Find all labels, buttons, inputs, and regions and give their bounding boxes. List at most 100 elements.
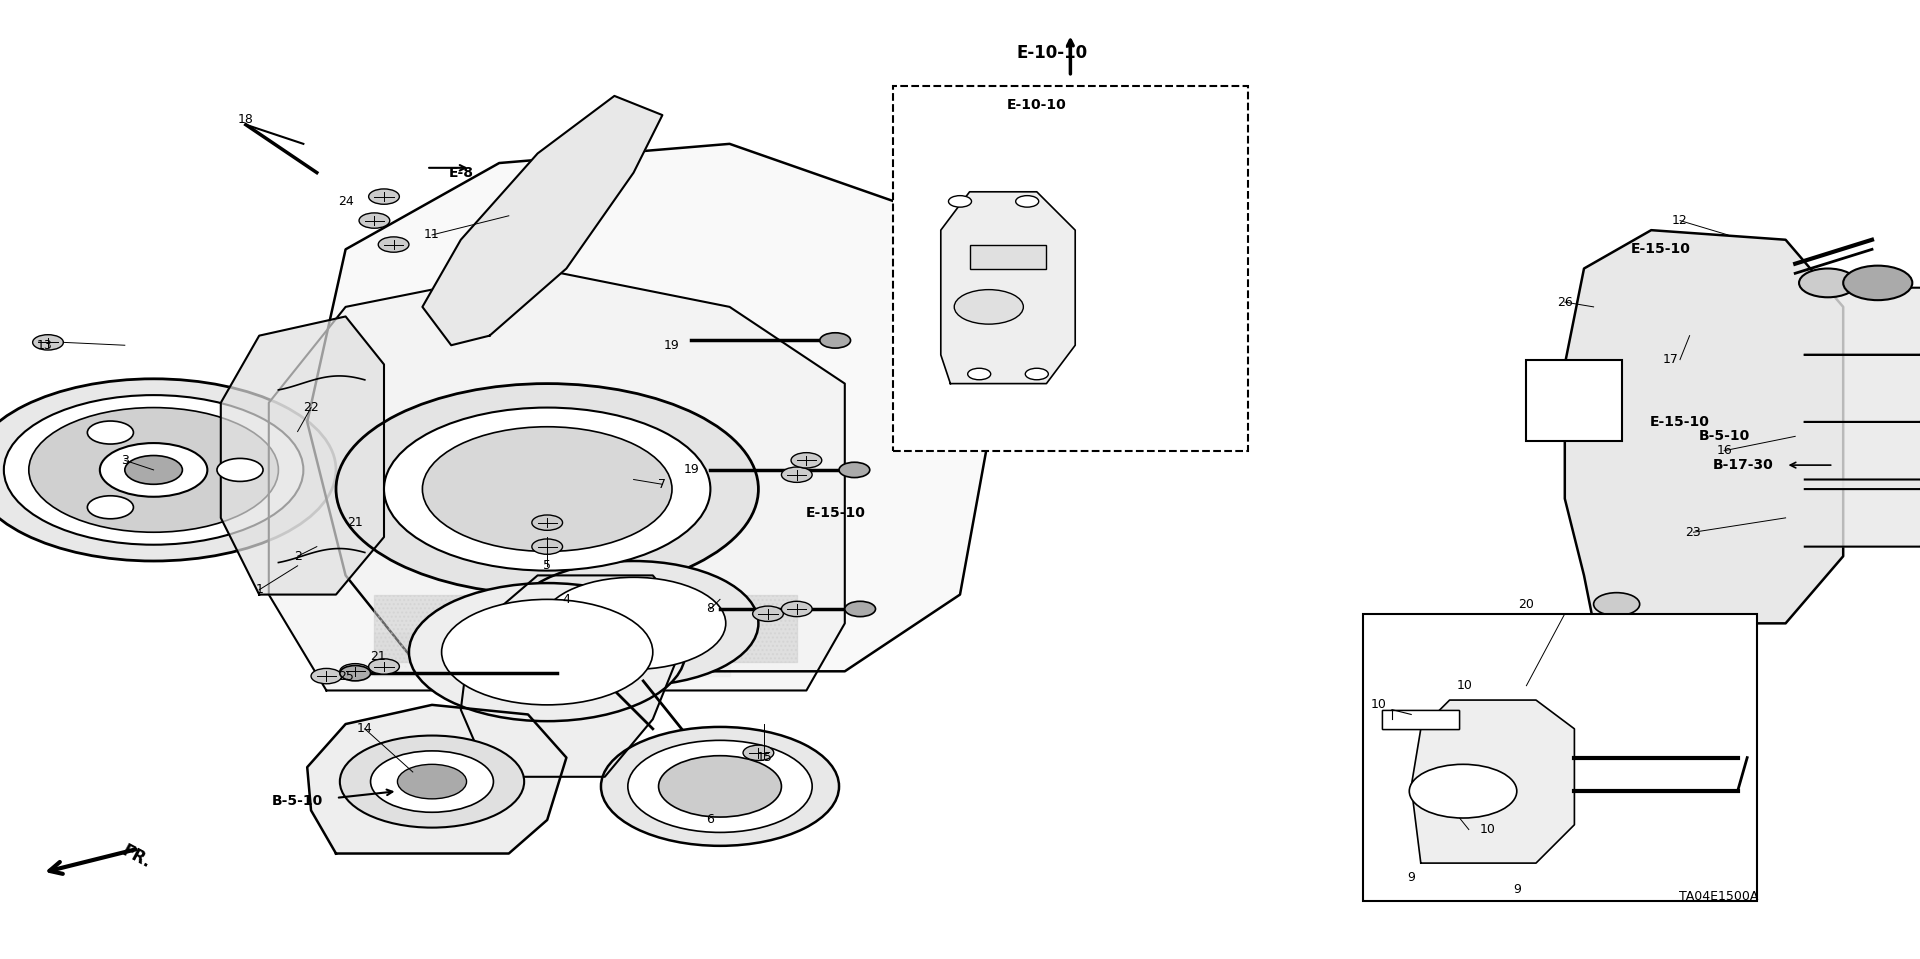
Circle shape: [33, 335, 63, 350]
Circle shape: [442, 599, 653, 705]
Text: 26: 26: [1557, 295, 1572, 309]
Circle shape: [397, 764, 467, 799]
Polygon shape: [1565, 230, 1843, 623]
Circle shape: [86, 496, 132, 519]
Text: 7: 7: [659, 478, 666, 491]
Text: 17: 17: [1663, 353, 1678, 366]
Circle shape: [340, 664, 371, 679]
Text: 13: 13: [36, 339, 52, 352]
Circle shape: [369, 659, 399, 674]
Text: 24: 24: [338, 195, 353, 208]
Text: 11: 11: [424, 228, 440, 242]
Polygon shape: [461, 575, 691, 777]
Text: TA04E1500A: TA04E1500A: [1678, 890, 1759, 903]
Circle shape: [845, 601, 876, 617]
Circle shape: [839, 462, 870, 478]
Text: 9: 9: [1407, 871, 1415, 884]
Text: B-5-10: B-5-10: [1699, 430, 1749, 443]
Text: FR.: FR.: [119, 841, 156, 872]
Circle shape: [369, 189, 399, 204]
Bar: [1382, 710, 1459, 729]
Circle shape: [340, 736, 524, 828]
Circle shape: [820, 333, 851, 348]
Bar: [970, 245, 1046, 269]
Circle shape: [659, 756, 781, 817]
Circle shape: [541, 577, 726, 669]
Circle shape: [378, 237, 409, 252]
Circle shape: [217, 458, 263, 481]
Text: 2: 2: [294, 550, 301, 563]
Text: E-10-10: E-10-10: [1006, 99, 1068, 112]
Text: 18: 18: [238, 113, 253, 127]
Circle shape: [340, 666, 371, 681]
Text: 15: 15: [756, 751, 772, 764]
Text: 8: 8: [707, 602, 714, 616]
Circle shape: [532, 539, 563, 554]
Text: 1: 1: [255, 583, 263, 596]
Circle shape: [601, 727, 839, 846]
Circle shape: [359, 213, 390, 228]
Polygon shape: [941, 192, 1075, 384]
Polygon shape: [269, 269, 845, 690]
Circle shape: [371, 751, 493, 812]
Text: 21: 21: [371, 650, 386, 664]
Circle shape: [509, 561, 758, 686]
Text: 14: 14: [357, 722, 372, 736]
Text: E-8: E-8: [447, 166, 474, 179]
Circle shape: [1799, 269, 1857, 297]
Circle shape: [781, 601, 812, 617]
Text: 10: 10: [1457, 679, 1473, 692]
Polygon shape: [1805, 288, 1920, 355]
Circle shape: [532, 515, 563, 530]
Circle shape: [1594, 593, 1640, 616]
Text: 5: 5: [543, 559, 551, 573]
Text: E-15-10: E-15-10: [1630, 243, 1692, 256]
Text: 23: 23: [1686, 526, 1701, 539]
Text: 21: 21: [348, 516, 363, 529]
Text: 9: 9: [1513, 883, 1521, 897]
Polygon shape: [374, 595, 797, 662]
Text: 12: 12: [1672, 214, 1688, 227]
Circle shape: [743, 745, 774, 760]
Text: 19: 19: [664, 339, 680, 352]
Circle shape: [125, 456, 182, 484]
Bar: [893, 86, 1248, 451]
Text: 10: 10: [1480, 823, 1496, 836]
Text: 22: 22: [303, 401, 319, 414]
Text: 4: 4: [563, 593, 570, 606]
Bar: [1382, 710, 1459, 729]
Text: 6: 6: [707, 813, 714, 827]
Circle shape: [753, 606, 783, 621]
Polygon shape: [1805, 422, 1920, 489]
Text: 16: 16: [1716, 444, 1732, 457]
Circle shape: [336, 384, 758, 595]
Circle shape: [954, 290, 1023, 324]
Text: E-10-10: E-10-10: [1016, 44, 1089, 61]
Polygon shape: [221, 316, 384, 595]
Text: E-15-10: E-15-10: [804, 506, 866, 520]
Polygon shape: [374, 633, 730, 676]
Text: B-5-10: B-5-10: [273, 794, 323, 807]
Polygon shape: [307, 705, 566, 854]
Circle shape: [791, 453, 822, 468]
Circle shape: [1016, 196, 1039, 207]
Circle shape: [628, 740, 812, 832]
Text: 20: 20: [1519, 597, 1534, 611]
Circle shape: [88, 421, 134, 444]
Circle shape: [1409, 764, 1517, 818]
Bar: [1363, 614, 1757, 901]
Circle shape: [29, 408, 278, 532]
Text: 19: 19: [684, 463, 699, 477]
Text: 10: 10: [1371, 698, 1386, 712]
Text: B-17-30: B-17-30: [1713, 458, 1774, 472]
Polygon shape: [1411, 700, 1574, 863]
Circle shape: [384, 408, 710, 571]
Circle shape: [948, 196, 972, 207]
Polygon shape: [422, 96, 662, 345]
Text: E-15-10: E-15-10: [1649, 415, 1711, 429]
Circle shape: [781, 467, 812, 482]
Text: 25: 25: [338, 669, 353, 683]
Circle shape: [422, 427, 672, 551]
Polygon shape: [1805, 355, 1920, 422]
Circle shape: [409, 583, 685, 721]
